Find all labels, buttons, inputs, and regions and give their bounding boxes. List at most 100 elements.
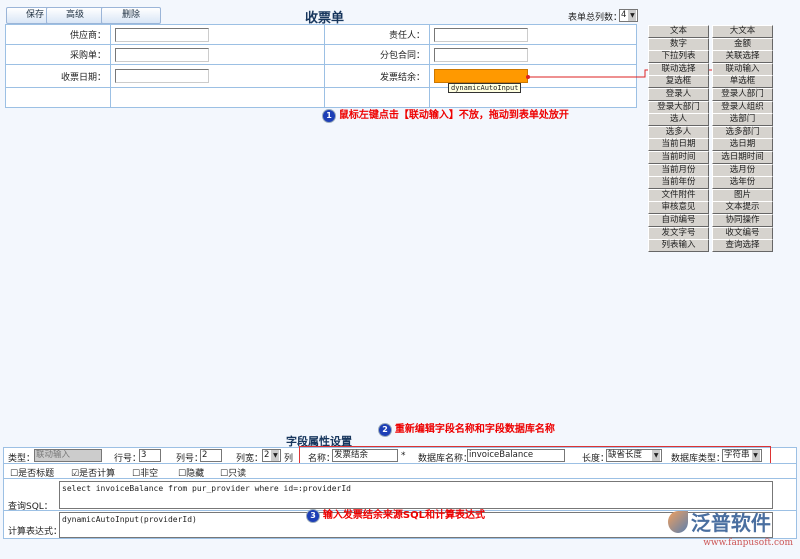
- palette-item[interactable]: 协同操作: [712, 214, 773, 227]
- annotation-1: 1 鼠标左键点击【联动输入】不放，拖动到表单处放开: [322, 106, 569, 123]
- checkbox-option[interactable]: ☐隐藏: [178, 466, 204, 479]
- receipt-date-input[interactable]: [115, 69, 209, 83]
- db-type-select[interactable]: 字符串 ▼: [722, 449, 762, 462]
- type-label: 类型：: [8, 454, 36, 464]
- checkbox-label: 非空: [140, 469, 159, 479]
- name-input[interactable]: 发票结余: [332, 449, 398, 462]
- palette-item[interactable]: 下拉列表: [648, 50, 709, 64]
- checkbox-label: 是否计算: [79, 469, 116, 479]
- palette-item[interactable]: 金额: [712, 37, 773, 51]
- form-table: 供应商： 责任人： 采购单： 分包合同： 收票日期： 发票结余：: [5, 24, 637, 108]
- field-label: 分包合同：: [324, 44, 430, 65]
- field-label: 发票结余：: [324, 64, 430, 88]
- width-unit: 列: [284, 454, 294, 464]
- palette-item[interactable]: 图片: [712, 188, 773, 202]
- field-label: 收票日期：: [5, 64, 111, 88]
- columns-value: 4: [621, 10, 627, 20]
- length-label: 长度：: [582, 454, 610, 464]
- palette-item[interactable]: 登录人组织: [712, 100, 773, 114]
- palette-item[interactable]: 登录人: [648, 88, 709, 101]
- palette-item[interactable]: 选日期: [712, 138, 773, 152]
- checkbox-label: 隐藏: [186, 469, 205, 479]
- checkbox-icon[interactable]: ☐: [10, 469, 19, 479]
- palette-item[interactable]: 查询选择: [712, 239, 773, 253]
- checkbox-icon[interactable]: ☐: [178, 469, 187, 479]
- palette-item[interactable]: 选日期时间: [712, 151, 773, 164]
- palette-item[interactable]: 当前年份: [648, 176, 709, 190]
- palette-item[interactable]: 联动输入: [712, 62, 773, 76]
- width-select[interactable]: 2 ▼: [262, 449, 282, 462]
- palette-item[interactable]: 选月份: [712, 163, 773, 177]
- form-title: 收票单: [305, 11, 345, 26]
- checkbox-icon[interactable]: ☐: [220, 469, 229, 479]
- supplier-input[interactable]: [115, 27, 209, 42]
- columns-select[interactable]: 4 ▼: [619, 9, 639, 22]
- logo: 泛普软件 www.fanpusoft.com: [668, 507, 793, 548]
- sql-textarea[interactable]: select invoiceBalance from pur_provider …: [59, 481, 773, 509]
- palette-item[interactable]: 文本提示: [712, 201, 773, 215]
- palette-item[interactable]: 数字: [648, 37, 709, 51]
- logo-url: www.fanpusoft.com: [703, 538, 793, 548]
- palette-item[interactable]: 自动编号: [648, 214, 709, 227]
- field-label: 采购单：: [5, 44, 111, 65]
- checkbox-icon[interactable]: ☐: [132, 469, 141, 479]
- expr-textarea[interactable]: dynamicAutoInput(providerId): [59, 512, 773, 538]
- col-input[interactable]: 2: [200, 449, 222, 462]
- palette-item[interactable]: 选多部门: [712, 125, 773, 139]
- length-select[interactable]: 缺省长度 ▼: [606, 449, 663, 462]
- props-row-1: 类型： 联动输入 行号： 3 列号： 2 列宽： 2 ▼ 列 名称： 发票结余 *…: [3, 446, 797, 475]
- palette-item[interactable]: 选年份: [712, 176, 773, 190]
- palette-item[interactable]: 大文本: [712, 25, 773, 38]
- subcontract-input[interactable]: [434, 47, 528, 62]
- palette-item[interactable]: 登录大部门: [648, 100, 709, 114]
- palette-item[interactable]: 发文字号: [648, 226, 709, 240]
- advanced-button[interactable]: 高级: [46, 7, 104, 24]
- palette-item[interactable]: 选人: [648, 113, 709, 127]
- palette-item[interactable]: 当前日期: [648, 138, 709, 152]
- row-input[interactable]: 3: [139, 449, 161, 462]
- purchase-order-input[interactable]: [115, 47, 209, 62]
- checkbox-option[interactable]: ☐是否标题: [10, 466, 54, 479]
- props-title: 字段属性设置: [286, 435, 352, 448]
- db-name-input[interactable]: invoiceBalance: [467, 449, 565, 462]
- palette-item[interactable]: 关联选择: [712, 50, 773, 64]
- chevron-down-icon: ▼: [751, 450, 760, 461]
- palette-item[interactable]: 选部门: [712, 113, 773, 127]
- palette-item[interactable]: 单选框: [712, 75, 773, 89]
- type-value: 联动输入: [34, 449, 102, 462]
- palette-item[interactable]: 登录人部门: [712, 88, 773, 101]
- checkbox-option[interactable]: ☐非空: [132, 466, 158, 479]
- expr-label: 计算表达式：: [8, 527, 63, 537]
- width-label: 列宽：: [236, 454, 264, 464]
- palette-item[interactable]: 收文编号: [712, 226, 773, 240]
- palette-item[interactable]: 列表输入: [648, 239, 709, 253]
- props-row-expr: 计算表达式： dynamicAutoInput(providerId): [3, 510, 797, 539]
- checkbox-label: 是否标题: [18, 469, 55, 479]
- palette-item[interactable]: 文件附件: [648, 188, 709, 202]
- palette-item[interactable]: 选多人: [648, 125, 709, 139]
- checkbox-icon[interactable]: ☑: [71, 469, 80, 479]
- palette-item[interactable]: 当前月份: [648, 163, 709, 177]
- logo-name: 泛普软件: [690, 511, 771, 535]
- columns-label: 表单总列数：: [568, 13, 623, 23]
- logo-icon: [668, 510, 688, 533]
- chevron-down-icon: ▼: [652, 450, 661, 461]
- name-label: 名称：: [308, 454, 336, 464]
- palette-item[interactable]: 审核意见: [648, 201, 709, 215]
- palette-item[interactable]: 文本: [648, 25, 709, 38]
- field-label: 供应商：: [5, 24, 111, 45]
- col-label: 列号：: [176, 454, 204, 464]
- sql-label: 查询SQL：: [8, 502, 53, 512]
- invoice-balance-input[interactable]: [434, 69, 528, 83]
- checkbox-label: 只读: [228, 469, 247, 479]
- owner-input[interactable]: [434, 27, 528, 42]
- annotation-3: 3 输入发票结余来源SQL和计算表达式: [306, 506, 485, 523]
- checkbox-option[interactable]: ☑是否计算: [71, 466, 115, 479]
- checkbox-option[interactable]: ☐只读: [220, 466, 246, 479]
- palette-item[interactable]: 当前时间: [648, 151, 709, 164]
- palette-item[interactable]: 联动选择: [648, 62, 709, 76]
- palette-item[interactable]: 复选框: [648, 75, 709, 89]
- delete-button[interactable]: 删除: [101, 7, 161, 24]
- chevron-down-icon: ▼: [271, 450, 280, 461]
- annotation-2: 2 重新编辑字段名称和字段数据库名称: [378, 420, 555, 437]
